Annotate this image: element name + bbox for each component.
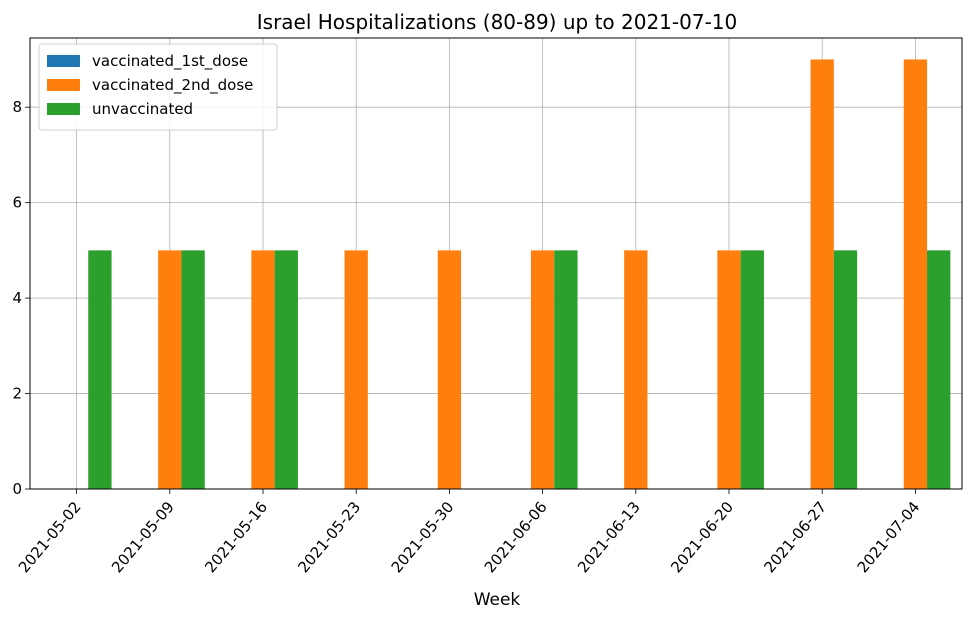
bar-unvaccinated — [740, 250, 764, 489]
x-tick-label: 2021-06-27 — [760, 498, 830, 576]
x-tick-label: 2021-05-30 — [388, 498, 458, 576]
legend-swatch — [47, 55, 80, 67]
bar-vaccinated_2nd_dose — [530, 250, 555, 489]
y-tick-label: 0 — [12, 480, 22, 498]
legend: vaccinated_1st_dose vaccinated_2nd_doseun… — [38, 43, 278, 131]
legend-label: vaccinated_2nd_dose — [92, 76, 253, 95]
x-tick-label: 2021-06-20 — [667, 498, 737, 576]
bar-unvaccinated — [88, 250, 112, 489]
bars — [88, 59, 951, 489]
x-axis-label: Week — [474, 590, 521, 610]
y-tick-label: 2 — [12, 385, 22, 403]
bar-vaccinated_2nd_dose — [437, 250, 462, 489]
y-tick-label: 4 — [12, 289, 22, 307]
bar-unvaccinated — [274, 250, 298, 489]
bar-vaccinated_2nd_dose — [810, 59, 834, 489]
bar-unvaccinated — [927, 250, 951, 489]
bar-vaccinated_2nd_dose — [344, 250, 368, 489]
x-tick-label: 2021-05-02 — [15, 498, 85, 576]
bar-vaccinated_2nd_dose — [903, 59, 928, 489]
x-tick-label: 2021-06-06 — [481, 498, 551, 576]
x-tick-label: 2021-07-04 — [854, 498, 924, 576]
x-tick-label: 2021-05-09 — [108, 498, 178, 576]
x-tick-label: 2021-06-13 — [574, 498, 644, 576]
legend-swatch — [47, 79, 80, 91]
legend-label: vaccinated_1st_dose — [92, 52, 248, 71]
bar-unvaccinated — [181, 250, 205, 489]
bar-vaccinated_2nd_dose — [624, 250, 648, 489]
bar-unvaccinated — [833, 250, 858, 489]
y-tick-label: 8 — [12, 98, 22, 116]
legend-box — [38, 43, 278, 131]
legend-swatch — [47, 103, 80, 115]
y-axis: 0 2 4 6 8 — [12, 98, 30, 498]
bar-vaccinated_2nd_dose — [251, 250, 275, 489]
legend-label: unvaccinated — [92, 100, 193, 118]
bar-unvaccinated — [554, 250, 578, 489]
plot-frame — [29, 37, 963, 490]
chart-title: Israel Hospitalizations (80-89) up to 20… — [257, 10, 738, 34]
y-tick-label: 6 — [12, 194, 22, 212]
x-tick-label: 2021-05-16 — [201, 498, 271, 576]
x-axis: 2021-05-02 2021-05-09 2021-05-16 2021-05-23… — [15, 489, 924, 576]
bar-vaccinated_2nd_dose — [717, 250, 741, 489]
x-tick-label: 2021-05-23 — [294, 498, 364, 576]
bar-vaccinated_2nd_dose — [158, 250, 182, 489]
